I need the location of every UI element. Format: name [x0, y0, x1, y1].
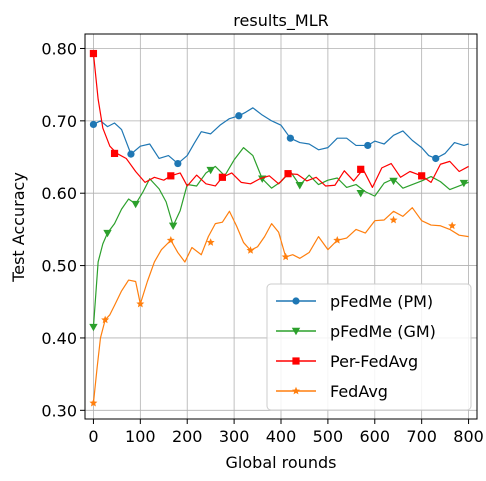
data-point — [206, 166, 215, 175]
x-tick-label: 700 — [406, 427, 437, 446]
x-tick-label: 600 — [360, 427, 391, 446]
data-point — [206, 238, 215, 246]
data-point — [432, 154, 440, 163]
data-point — [136, 299, 145, 308]
data-point — [166, 236, 175, 244]
data-point — [131, 200, 140, 209]
y-tick-label: 0.60 — [41, 184, 77, 203]
y-axis-label: Test Accuracy — [9, 172, 28, 283]
data-point — [389, 177, 398, 186]
data-point — [235, 112, 243, 120]
data-point — [281, 252, 290, 261]
legend-label: pFedMe (GM) — [330, 322, 436, 341]
series-line — [93, 107, 469, 165]
legend-label: Per-FedAvg — [330, 352, 418, 371]
y-tick-label: 0.40 — [41, 329, 77, 348]
x-axis-label: Global rounds — [226, 453, 337, 472]
data-point — [103, 229, 112, 238]
legend-marker — [292, 357, 300, 365]
y-tick-label: 0.80 — [41, 39, 77, 58]
legend-marker — [292, 297, 300, 305]
data-point — [246, 246, 255, 254]
data-point — [110, 149, 119, 158]
x-tick-label: 100 — [125, 427, 156, 446]
data-point — [389, 215, 398, 224]
series-2 — [89, 49, 469, 189]
legend: pFedMe (PM) pFedMe (GM) Per-FedAvg FedAvg — [266, 283, 472, 411]
data-point — [168, 222, 178, 230]
data-point — [89, 49, 98, 58]
data-point — [89, 120, 98, 129]
data-point — [284, 170, 292, 178]
series-line — [92, 207, 469, 404]
data-point — [448, 221, 457, 230]
x-tick-label: 500 — [313, 427, 344, 446]
series-1 — [89, 147, 469, 332]
ticks: 0 100 200 300 400 500 600 700 800 0.30 0.40 0.50 0.6… — [41, 39, 483, 446]
data-point — [127, 150, 135, 158]
series-0 — [89, 107, 469, 168]
data-point — [167, 172, 175, 180]
data-point — [333, 236, 342, 244]
series-layer — [89, 49, 469, 407]
series-line — [92, 53, 469, 189]
y-tick-label: 0.30 — [41, 401, 77, 420]
data-point — [218, 173, 226, 181]
x-tick-label: 800 — [453, 427, 484, 446]
y-tick-label: 0.70 — [41, 112, 77, 131]
data-point — [356, 190, 365, 198]
data-point — [89, 398, 98, 407]
data-point — [286, 134, 294, 142]
x-tick-label: 200 — [172, 427, 203, 446]
data-point — [364, 141, 372, 150]
legend-marker — [291, 327, 301, 336]
series-3 — [89, 207, 469, 407]
x-tick-label: 400 — [266, 427, 297, 446]
legend-marker — [292, 386, 300, 395]
legend-label: pFedMe (PM) — [330, 292, 433, 311]
y-tick-label: 0.50 — [41, 257, 77, 276]
legend-box — [266, 283, 472, 411]
x-tick-label: 0 — [88, 427, 98, 446]
data-point — [459, 179, 469, 188]
legend-label: FedAvg — [330, 382, 388, 401]
data-point — [101, 315, 110, 324]
data-point — [174, 159, 182, 168]
data-point — [89, 323, 98, 332]
data-point — [418, 172, 426, 180]
data-point — [357, 165, 365, 173]
x-tick-label: 300 — [219, 427, 250, 446]
data-point — [295, 182, 304, 190]
chart-title: results_MLR — [233, 11, 328, 31]
